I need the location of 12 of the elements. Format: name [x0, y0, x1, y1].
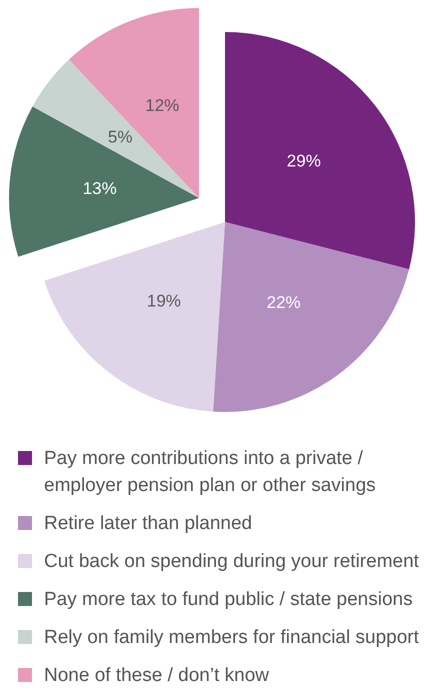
- data-label: 22%: [266, 293, 301, 312]
- data-label: 19%: [146, 291, 181, 310]
- data-label: 29%: [286, 151, 321, 170]
- data-label: 5%: [108, 127, 132, 146]
- legend-label: Retire later than planned: [44, 512, 252, 534]
- legend-label: None of these / don’t know: [44, 664, 270, 686]
- data-label: 13%: [82, 179, 117, 198]
- legend-label: Rely on family members for financial support: [44, 626, 420, 648]
- legend-label: Pay more tax to fund public / state pensions: [44, 588, 413, 610]
- legend-label: Cut back on spending during your retirement: [44, 550, 420, 572]
- data-label: 12%: [145, 96, 180, 115]
- legend-label: Pay more contributions into a private / employer pension plan or other savings: [44, 448, 376, 496]
